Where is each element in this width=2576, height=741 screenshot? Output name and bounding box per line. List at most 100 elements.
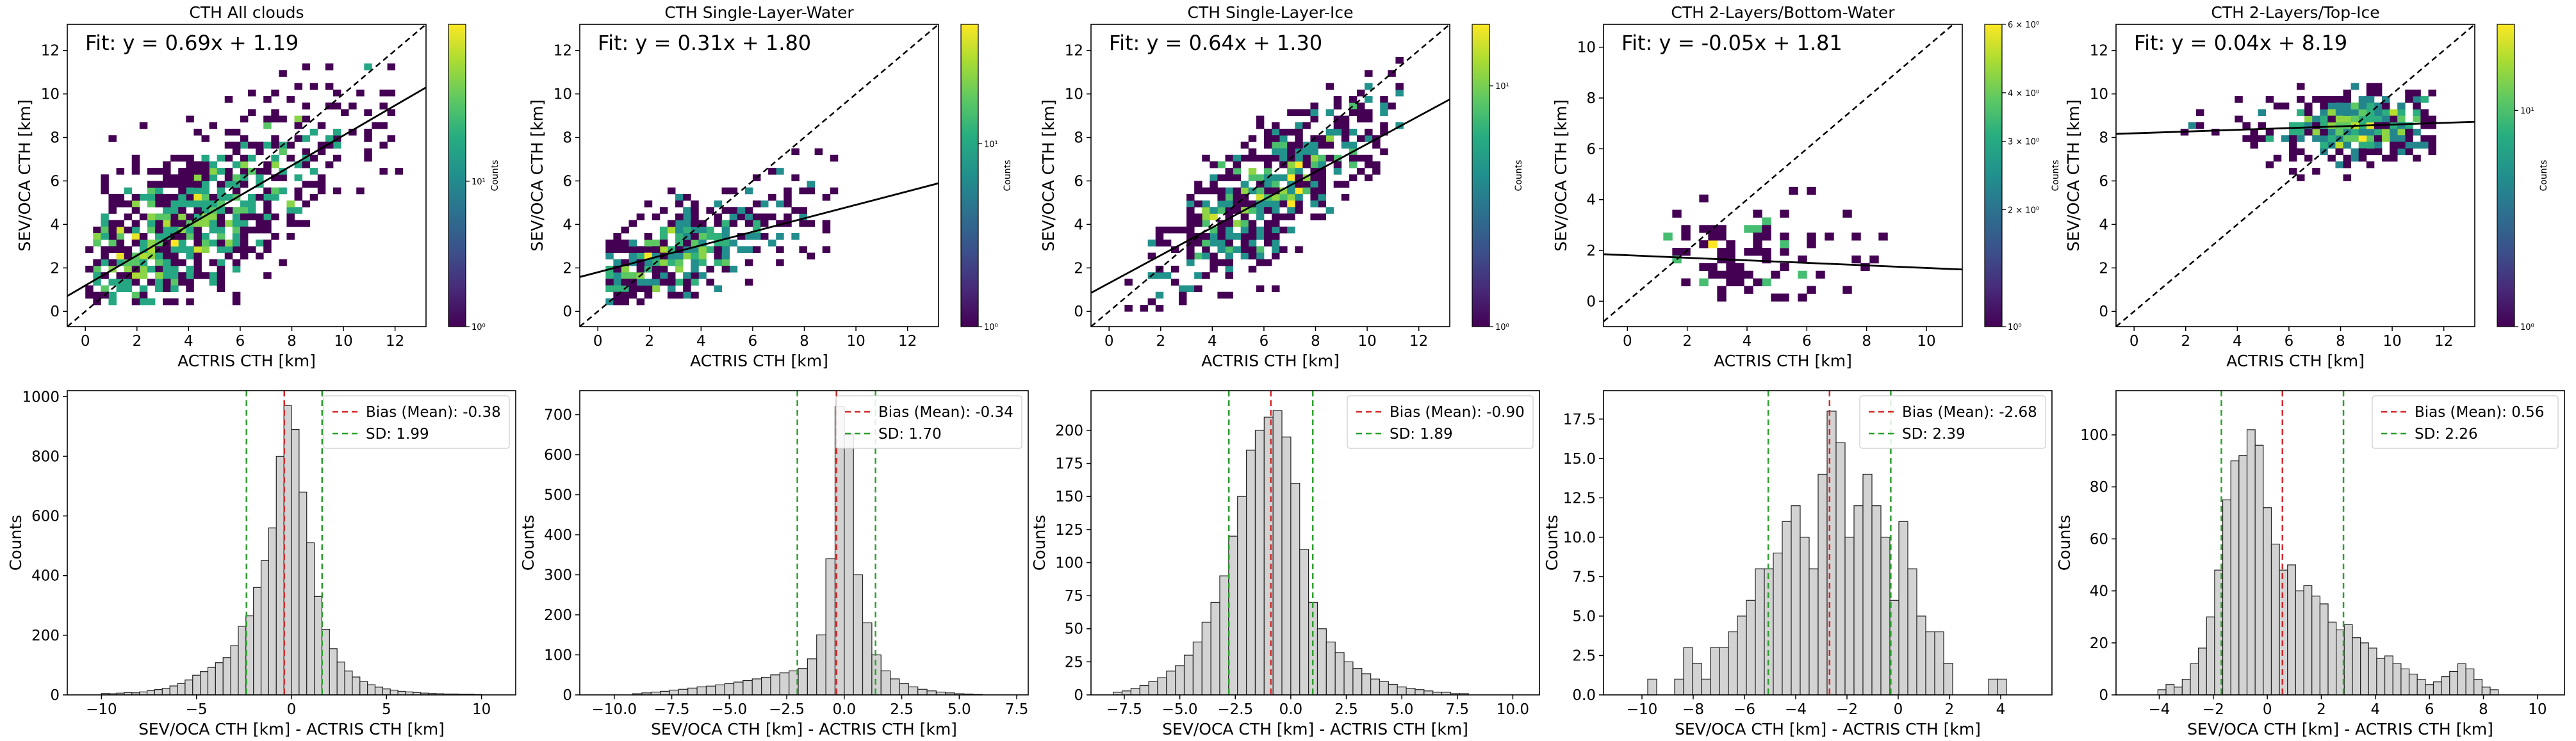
density-cell: [714, 246, 722, 253]
x-tick-label: 0: [2263, 701, 2272, 718]
histogram-bar: [1361, 673, 1372, 696]
density-cell: [240, 207, 249, 214]
density-cell: [667, 291, 676, 299]
density-cell: [683, 285, 691, 293]
density-cell: [776, 259, 784, 266]
density-cell: [101, 213, 109, 221]
density-cell: [2413, 89, 2421, 97]
density-cell: [659, 207, 668, 214]
density-cell: [1202, 220, 1210, 227]
density-cell: [325, 161, 334, 168]
density-cell: [691, 200, 699, 208]
density-cell: [147, 181, 156, 188]
density-cell: [1365, 161, 1373, 168]
density-cell: [124, 187, 133, 195]
density-cell: [163, 279, 171, 286]
density-cell: [147, 193, 156, 201]
density-cell: [675, 220, 684, 227]
density-cell: [201, 161, 209, 168]
y-axis-label: SEV/OCA CTH [km]: [1039, 99, 1058, 251]
histogram-bar: [1210, 601, 1220, 696]
density-cell: [1217, 240, 1226, 247]
density-cell: [1762, 217, 1771, 225]
legend-bias-label: Bias (Mean): -0.38: [366, 404, 501, 421]
density-cell: [2335, 161, 2343, 168]
density-cell: [613, 279, 621, 286]
density-cell: [1380, 109, 1388, 117]
density-cell: [1279, 142, 1288, 149]
legend-sd-label: SD: 1.99: [366, 426, 429, 443]
y-axis-label: Counts: [1543, 515, 1561, 571]
x-tick-label: 4: [2233, 333, 2242, 350]
density-cell: [217, 213, 226, 221]
density-cell: [2420, 96, 2429, 103]
density-cell: [1263, 232, 1272, 240]
density-cell: [85, 246, 94, 253]
x-tick-label: 6: [2285, 333, 2294, 350]
y-tick-label: 6: [1586, 141, 1596, 158]
y-tick-label: 0.0: [1572, 687, 1596, 704]
histogram-bar: [192, 674, 201, 696]
density-cell: [2350, 115, 2359, 123]
density-cell: [1263, 200, 1272, 208]
density-cell: [186, 246, 194, 253]
density-cell: [154, 220, 163, 227]
density-cell: [1279, 135, 1288, 142]
density-cell: [1287, 148, 1295, 156]
histogram-bar: [260, 560, 270, 696]
density-cell: [186, 193, 194, 201]
density-cell: [1753, 225, 1762, 233]
histogram-bar: [853, 574, 864, 696]
panel-title: CTH Single-Layer-Water: [664, 3, 854, 22]
density-cell: [256, 168, 264, 175]
colorbar-label: Counts: [490, 160, 500, 191]
density-cell: [636, 265, 645, 273]
density-cell: [286, 213, 295, 221]
density-cell: [1372, 142, 1381, 149]
histogram-bar: [2222, 499, 2231, 696]
density-cell: [178, 193, 186, 201]
y-tick-label: 6: [2099, 173, 2108, 190]
x-tick-label: 12: [1409, 333, 1428, 350]
colorbar-tick-label: 10⁰: [2008, 323, 2022, 332]
density-cell: [752, 246, 761, 253]
density-cell: [644, 259, 653, 266]
density-cell: [2428, 122, 2436, 129]
density-cell: [240, 161, 249, 168]
density-cell: [101, 246, 109, 253]
y-tick-label: 8: [2099, 130, 2108, 147]
density-cell: [1248, 232, 1257, 240]
density-cell: [302, 148, 311, 156]
density-cell: [2320, 128, 2328, 136]
histogram-bar: [760, 676, 771, 696]
density-cell: [294, 83, 303, 90]
density-cell: [1186, 259, 1195, 266]
density-cell: [1287, 174, 1295, 181]
density-cell: [1210, 240, 1218, 247]
density-cell: [209, 168, 218, 175]
density-cell: [1318, 168, 1327, 175]
density-cell: [667, 187, 676, 195]
density-cell: [217, 187, 226, 195]
density-cell: [613, 265, 621, 273]
density-cell: [2405, 135, 2413, 142]
x-tick-label: 8: [800, 333, 809, 350]
density-cell: [209, 240, 218, 247]
density-cell: [1807, 286, 1816, 294]
density-cell: [1807, 186, 1816, 195]
density-cell: [799, 207, 807, 214]
y-tick-label: 10: [1065, 86, 1083, 103]
density-cell: [1263, 220, 1272, 227]
density-cell: [1744, 225, 1753, 233]
density-cell: [193, 232, 202, 240]
density-cell: [271, 161, 279, 168]
density-cell: [325, 142, 334, 149]
x-axis-label: SEV/OCA CTH [km] - ACTRIS CTH [km]: [2187, 720, 2493, 738]
density-cell: [193, 265, 202, 273]
histogram-bar: [871, 654, 882, 696]
legend-sd-label: SD: 2.39: [1902, 426, 1965, 443]
histogram-bar: [1148, 681, 1158, 696]
density-cell: [1302, 174, 1311, 181]
density-cell: [659, 265, 668, 273]
